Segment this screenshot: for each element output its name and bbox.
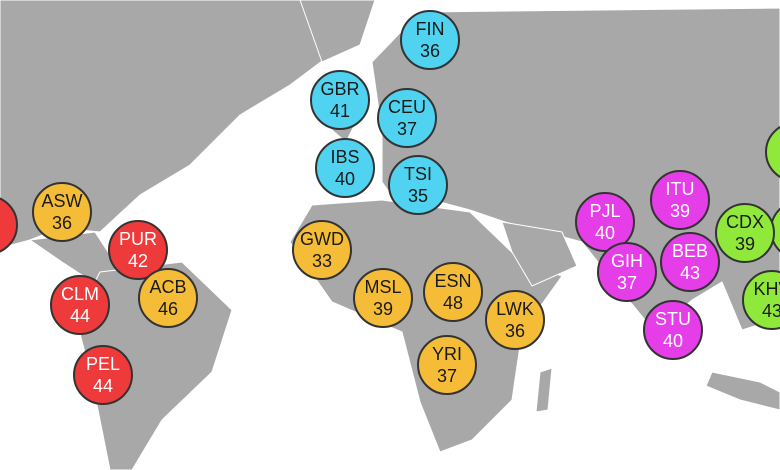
- sample-count: 40: [595, 223, 615, 243]
- population-code: STU: [655, 309, 691, 329]
- population-code: GBR: [320, 79, 359, 99]
- population-code: FIN: [416, 19, 445, 39]
- sample-count: 40: [663, 331, 683, 351]
- population-code: ASW: [41, 191, 82, 211]
- sample-count: 36: [420, 41, 440, 61]
- population-code: KHV: [753, 279, 780, 299]
- madagascar: [535, 367, 553, 413]
- population-code: GWD: [300, 229, 344, 249]
- sample-count: 37: [397, 119, 417, 139]
- population-marker: [292, 220, 352, 280]
- population-marker: [73, 345, 133, 405]
- population-marker: [742, 270, 780, 330]
- cut-marker: [0, 197, 18, 253]
- population-marker: [485, 290, 545, 350]
- population-code: PEL: [86, 354, 120, 374]
- cut-marker: [765, 126, 780, 178]
- population-code: YRI: [432, 344, 462, 364]
- arabia: [501, 221, 578, 287]
- sample-count: 44: [93, 376, 113, 396]
- population-code: CLM: [61, 284, 99, 304]
- greenland: [299, 0, 376, 63]
- population-code: CDX: [726, 212, 764, 232]
- sample-count: 39: [735, 234, 755, 254]
- sample-count: 43: [680, 263, 700, 283]
- population-marker: [597, 242, 657, 302]
- population-code: LWK: [496, 299, 534, 319]
- population-marker: [400, 10, 460, 70]
- sample-count: 37: [437, 366, 457, 386]
- population-marker: [660, 232, 720, 292]
- population-code: MSL: [364, 277, 401, 297]
- population-marker: [715, 203, 775, 263]
- population-code: BEB: [672, 241, 708, 261]
- population-marker: [50, 275, 110, 335]
- population-marker: [108, 220, 168, 280]
- sample-count: 42: [128, 251, 148, 271]
- population-marker: [138, 268, 198, 328]
- population-code: ITU: [666, 179, 695, 199]
- sample-count: 43: [762, 301, 780, 321]
- sample-count: 37: [617, 273, 637, 293]
- population-marker: [643, 300, 703, 360]
- population-marker: [388, 155, 448, 215]
- sample-count: 33: [312, 251, 332, 271]
- sample-count: 35: [408, 186, 428, 206]
- population-marker: [377, 88, 437, 148]
- sample-count: 36: [505, 321, 525, 341]
- population-marker: [32, 182, 92, 242]
- sample-count: 44: [70, 306, 90, 326]
- population-marker: [315, 138, 375, 198]
- population-code: GIH: [611, 251, 643, 271]
- indonesia: [705, 371, 780, 411]
- population-marker: [423, 262, 483, 322]
- population-code: TSI: [404, 164, 432, 184]
- population-marker: [353, 268, 413, 328]
- population-marker: [310, 70, 370, 130]
- population-code: ESN: [434, 271, 471, 291]
- sample-count: 41: [330, 101, 350, 121]
- population-code: PJL: [589, 201, 620, 221]
- sample-count: 48: [443, 293, 463, 313]
- population-marker: [417, 335, 477, 395]
- sample-count: 39: [373, 299, 393, 319]
- population-code: PUR: [119, 229, 157, 249]
- population-marker: [650, 170, 710, 230]
- sample-count: 40: [335, 169, 355, 189]
- population-marker: [575, 192, 635, 252]
- population-code: IBS: [330, 147, 359, 167]
- population-code: CEU: [388, 97, 426, 117]
- sample-count: 36: [52, 213, 72, 233]
- sample-count: 39: [670, 201, 690, 221]
- sample-count: 46: [158, 299, 178, 319]
- population-code: ACB: [149, 277, 186, 297]
